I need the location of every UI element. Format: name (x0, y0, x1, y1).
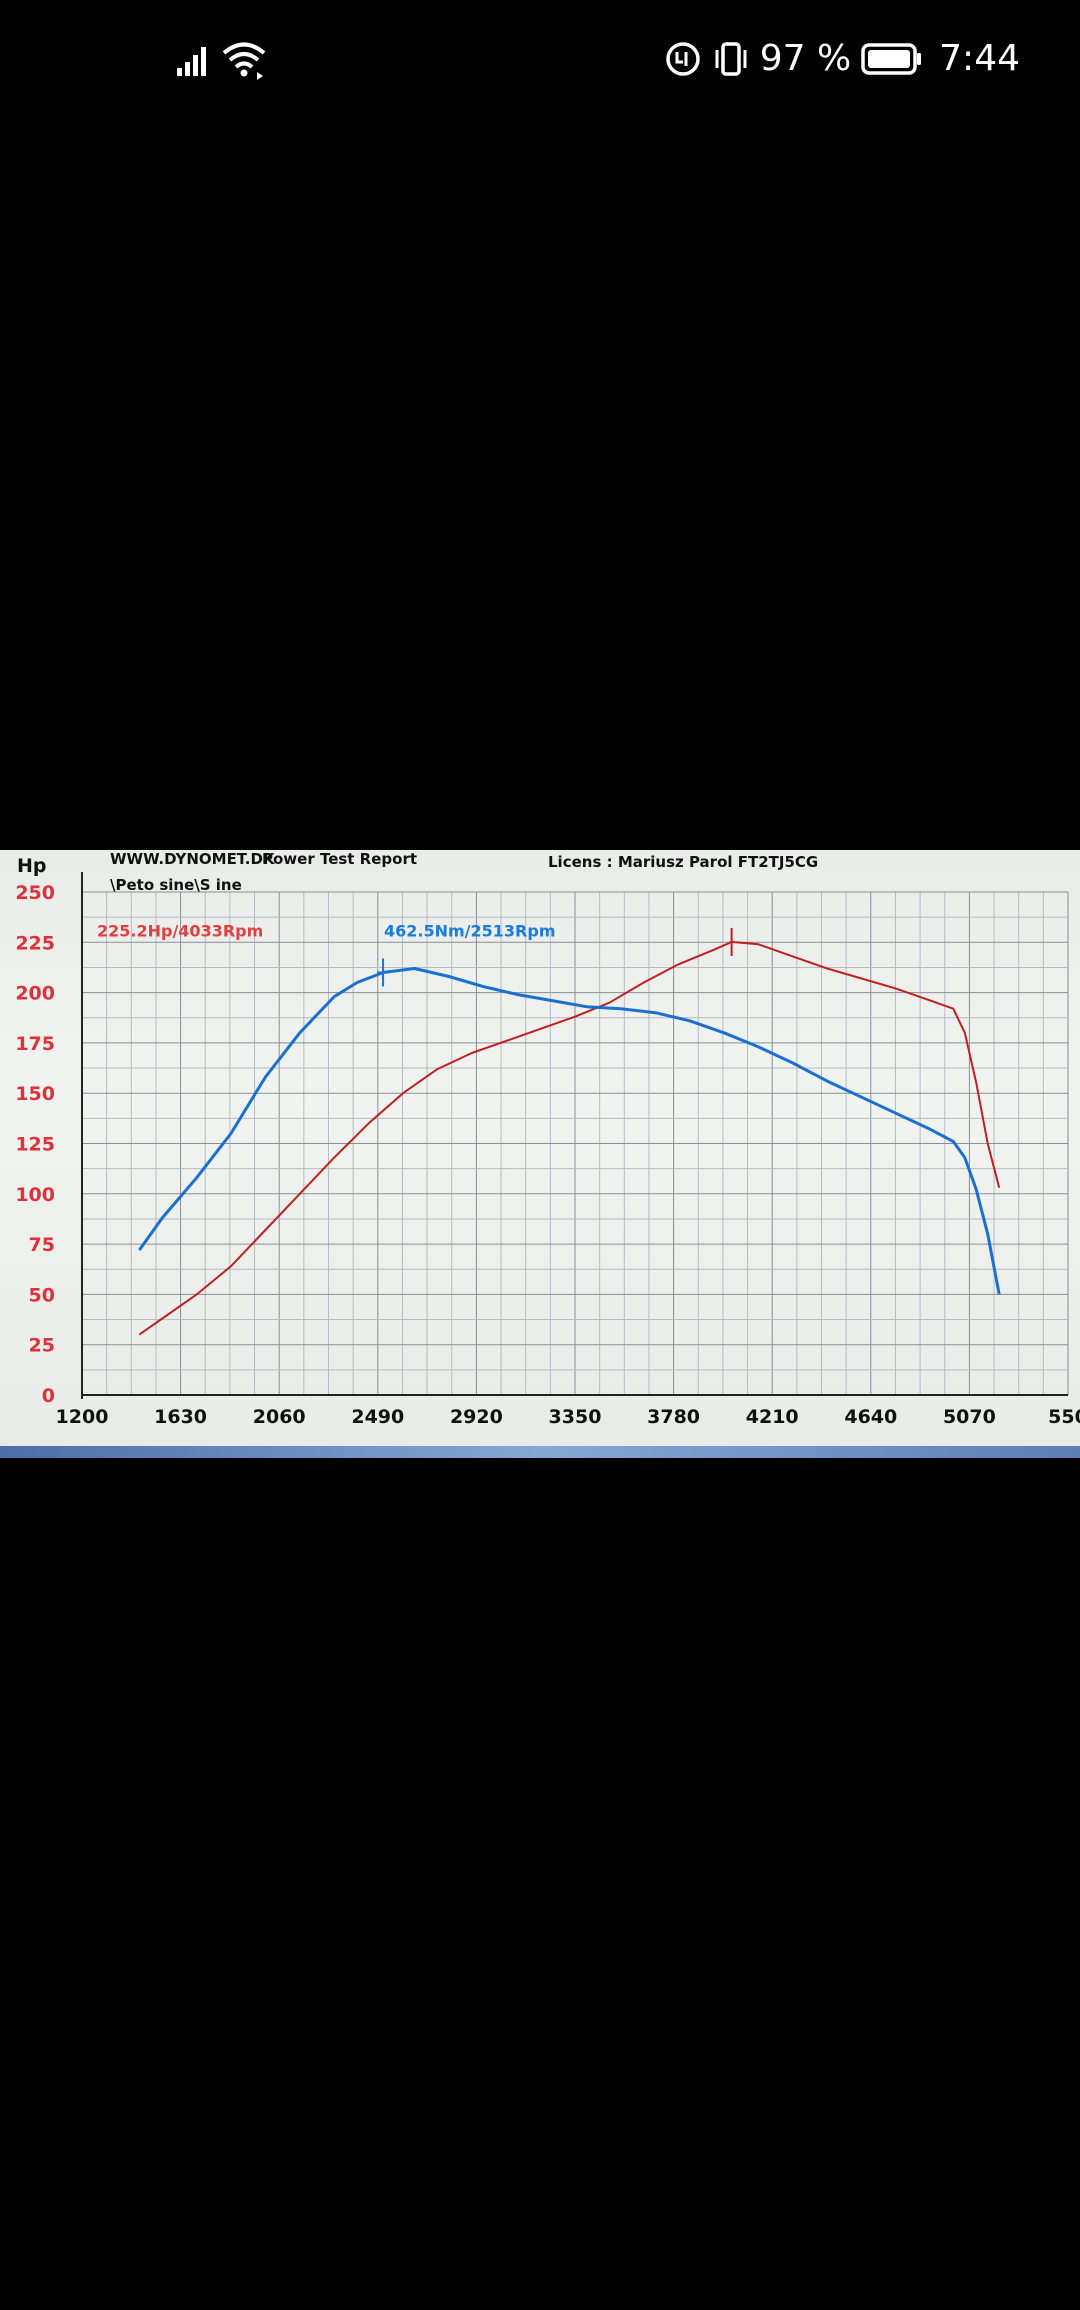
power-peak-annotation: 225.2Hp/4033Rpm (97, 921, 263, 940)
y-axis-label: Hp (17, 855, 47, 877)
dyno-chart: 0 25 50 75 100 125 150 175 200 225 250 Hp 1200 1630 20… (15, 855, 1080, 1428)
status-right: 97 % 7:44 (664, 38, 1020, 79)
x-tick-label: 550 (1048, 1406, 1080, 1428)
y-tick-label: 0 (42, 1385, 55, 1407)
status-bar: 97 % 7:44 (0, 0, 1080, 130)
x-tick-label: 4640 (844, 1406, 897, 1428)
vibrate-icon (715, 41, 747, 76)
torque-peak-annotation: 462.5Nm/2513Rpm (384, 921, 556, 940)
x-tick-label: 3350 (549, 1406, 602, 1428)
x-tick-label: 1630 (154, 1406, 207, 1428)
report-license: Licens : Mariusz Parol FT2TJ5CG (548, 853, 819, 871)
wifi-icon (222, 42, 266, 80)
data-saver-icon (665, 41, 700, 76)
battery-icon (861, 42, 922, 75)
y-tick-label: 75 (29, 1234, 55, 1256)
torque-curve (138, 967, 1001, 1295)
y-tick-label: 250 (15, 882, 55, 904)
signal-icon (177, 47, 206, 76)
clock: 7:44 (939, 38, 1020, 79)
power-curve (138, 940, 1001, 1336)
x-tick-label: 1200 (56, 1406, 109, 1428)
y-tick-label: 200 (15, 983, 55, 1005)
x-tick-label: 3780 (647, 1406, 700, 1428)
y-tick-label: 225 (15, 932, 55, 954)
battery-percent: 97 % (759, 38, 852, 79)
dyno-photo: WWW.DYNOMET.DK Power Test Report \Peto s… (0, 850, 1080, 1458)
report-path: \Peto sine\S ine (110, 876, 242, 894)
y-tick-label: 175 (15, 1033, 55, 1055)
status-left (175, 40, 267, 80)
report-website: WWW.DYNOMET.DK (110, 850, 275, 868)
y-tick-label: 100 (15, 1184, 55, 1206)
x-tick-label: 2490 (351, 1406, 404, 1428)
taskbar-strip (0, 1446, 1080, 1458)
y-tick-label: 50 (29, 1284, 55, 1306)
x-tick-label: 2060 (253, 1406, 306, 1428)
y-tick-label: 150 (15, 1083, 55, 1105)
y-tick-label: 125 (15, 1134, 55, 1156)
x-tick-label: 2920 (450, 1406, 503, 1428)
x-tick-label: 4210 (746, 1406, 799, 1428)
x-tick-label: 5070 (943, 1406, 996, 1428)
y-tick-label: 25 (29, 1335, 55, 1357)
report-title: Power Test Report (262, 850, 418, 868)
